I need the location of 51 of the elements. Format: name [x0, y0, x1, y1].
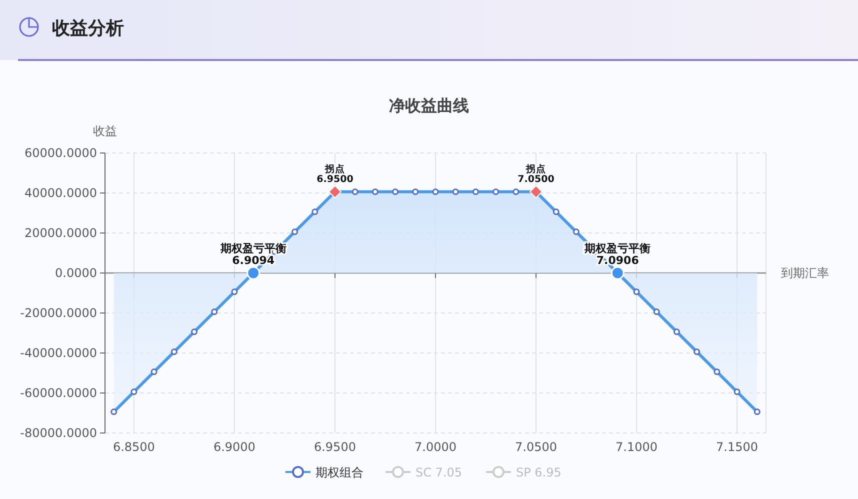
- y-axis-title: 收益: [93, 124, 117, 138]
- annotation: 拐点 6.9500: [316, 162, 354, 185]
- point: [653, 308, 660, 316]
- y-tick-label: 20000.0000: [24, 226, 97, 240]
- x-tick-label: 6.8500: [112, 440, 155, 454]
- point: [150, 368, 158, 376]
- x-tick-label: 7.0000: [414, 440, 456, 454]
- point: [191, 328, 198, 336]
- legend-label: SC 7.05: [416, 466, 462, 480]
- y-tick-label: -40000.0000: [20, 346, 97, 360]
- point: [372, 188, 378, 196]
- point: [673, 328, 680, 336]
- point: [694, 348, 700, 356]
- x-axis-title: 到期汇率: [781, 266, 829, 280]
- x-tick-label: 6.9500: [314, 440, 356, 454]
- legend-label: 期权组合: [316, 466, 364, 480]
- point: [734, 388, 740, 396]
- y-tick-label: -80000.0000: [20, 426, 97, 440]
- point: [231, 288, 238, 296]
- y-tick-label: 40000.0000: [24, 186, 97, 200]
- text: 收益分析: [52, 18, 124, 39]
- x-tick-label: 7.1500: [716, 440, 758, 454]
- point: [572, 228, 580, 236]
- point: [552, 208, 560, 216]
- annotation: 拐点 7.0500: [518, 162, 555, 185]
- point: [312, 208, 318, 216]
- point: [633, 288, 640, 296]
- y-tick-label: 60000.0000: [24, 146, 97, 160]
- point: [512, 188, 520, 196]
- point: [452, 188, 459, 196]
- point: [754, 408, 760, 416]
- x-tick-label: 7.0500: [515, 440, 558, 454]
- point: [110, 408, 118, 416]
- point: [492, 188, 500, 196]
- point: [714, 368, 720, 376]
- point: [292, 228, 298, 236]
- point: [392, 188, 399, 196]
- point: [472, 188, 479, 196]
- y-tick-label: 0.0000: [55, 266, 97, 280]
- point: [412, 188, 419, 196]
- y-tick-label: -20000.0000: [20, 306, 97, 320]
- point: [211, 308, 218, 316]
- legend-label: SP 6.95: [516, 466, 562, 480]
- point: [170, 348, 178, 356]
- point: [432, 188, 439, 196]
- x-tick-label: 6.9000: [213, 440, 256, 454]
- chart-title: 净收益曲线: [389, 96, 469, 115]
- x-tick-label: 7.1000: [616, 440, 658, 454]
- point: [352, 188, 358, 196]
- point: [130, 388, 138, 396]
- y-tick-label: -60000.0000: [20, 386, 97, 400]
